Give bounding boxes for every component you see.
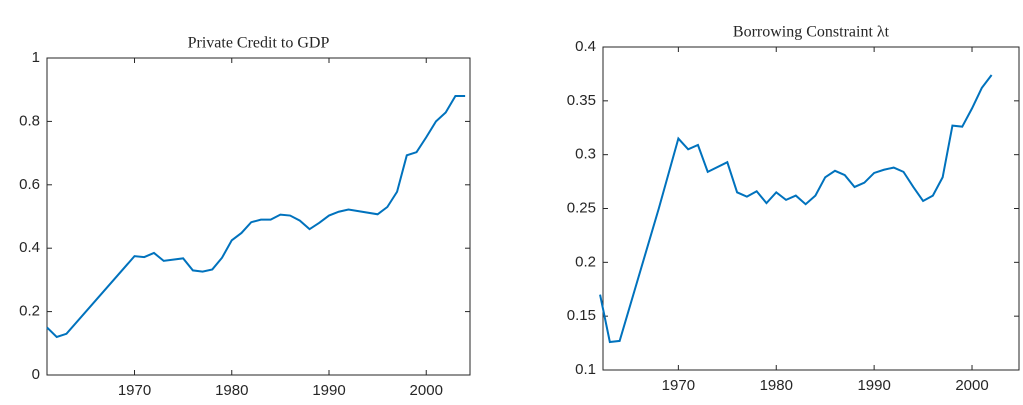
chart-title: Borrowing Constraint λt	[733, 24, 890, 41]
y-tick-label: 0.8	[19, 112, 40, 129]
x-tick-label: 1990	[312, 382, 345, 399]
x-tick-label: 2000	[410, 382, 443, 399]
y-tick-label: 0.15	[567, 307, 596, 324]
x-tick-label: 2000	[955, 377, 988, 394]
y-tick-label: 0.4	[19, 239, 40, 256]
y-tick-label: 0	[32, 366, 40, 383]
y-tick-label: 1	[32, 49, 40, 66]
axes-box	[46, 57, 471, 376]
y-tick-label: 0.3	[575, 146, 596, 163]
y-tick-label: 0.6	[19, 176, 40, 193]
y-tick-label: 0.2	[19, 303, 40, 320]
axes-box	[602, 46, 1020, 371]
y-tick-label: 0.4	[575, 38, 596, 55]
y-tick-label: 0.2	[575, 253, 596, 270]
data-line	[599, 74, 993, 344]
y-tick-label: 0.35	[567, 92, 596, 109]
x-tick-label: 1970	[118, 382, 151, 399]
x-tick-label: 1990	[857, 377, 890, 394]
x-tick-label: 1980	[760, 377, 793, 394]
y-tick-label: 0.1	[575, 361, 596, 378]
chart-title: Private Credit to GDP	[188, 35, 330, 52]
data-line	[46, 95, 466, 339]
y-tick-label: 0.25	[567, 199, 596, 216]
x-tick-label: 1980	[215, 382, 248, 399]
x-tick-label: 1970	[662, 377, 695, 394]
